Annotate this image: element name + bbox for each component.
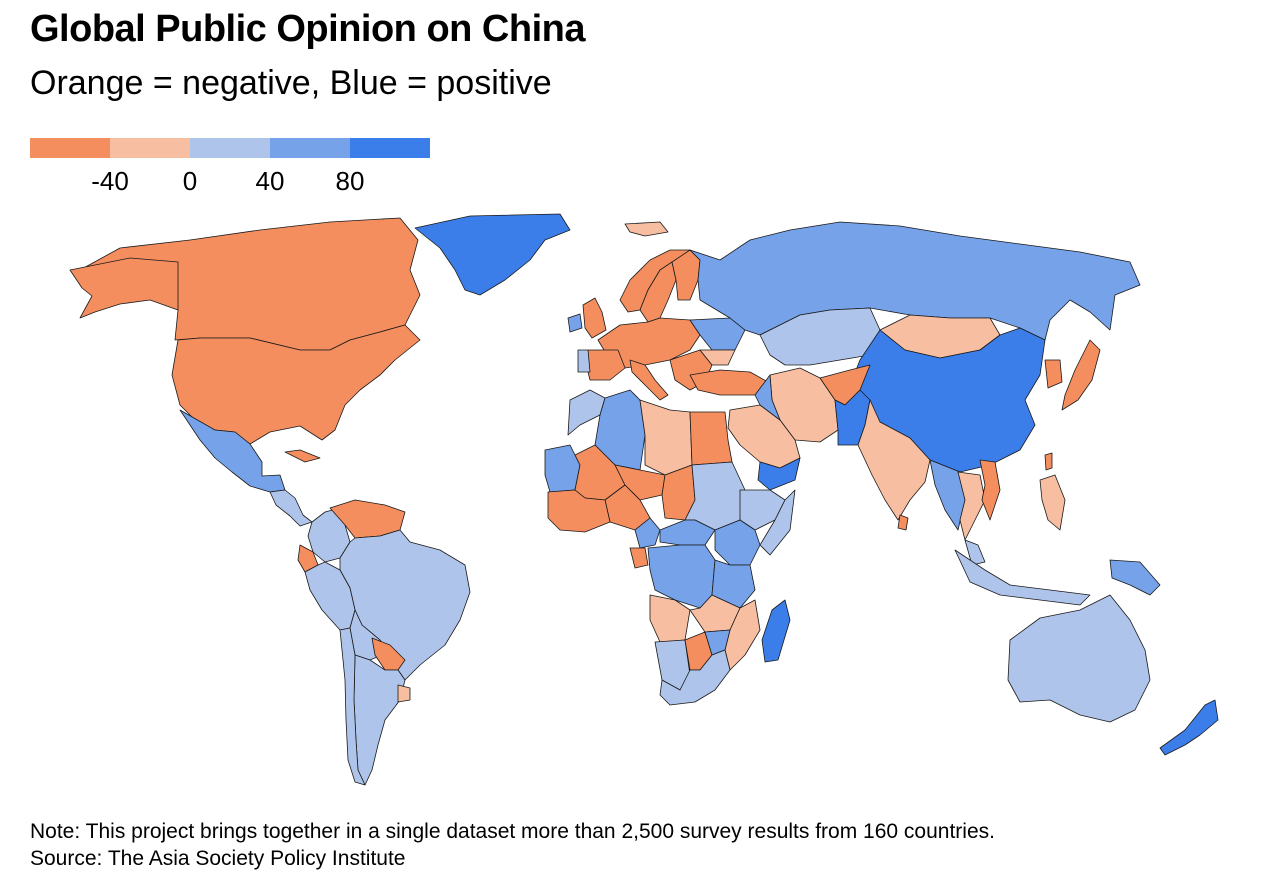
country-cameroon	[634, 517, 661, 549]
country-india	[857, 399, 931, 521]
country-egypt	[689, 411, 733, 466]
legend-tick-label: 40	[255, 166, 285, 196]
country-sri-lanka	[897, 514, 909, 531]
footer-source: Source: The Asia Society Policy Institut…	[30, 847, 406, 870]
page-subtitle: Orange = negative, Blue = positive	[30, 64, 552, 102]
country-madagascar	[761, 599, 791, 663]
world-map	[0, 200, 1274, 800]
country-libya	[639, 399, 693, 476]
country-argentina	[353, 654, 406, 786]
country-kenya	[714, 519, 761, 566]
legend-tick-label: 80	[335, 166, 365, 196]
country-west-africa	[547, 489, 611, 533]
country-chile	[339, 627, 366, 786]
legend-tick-label: -40	[91, 166, 129, 196]
country-mauritania	[544, 444, 581, 493]
country-iceland	[624, 221, 669, 237]
world-map-svg	[0, 200, 1274, 800]
country-malaysia	[964, 539, 986, 566]
country-yemen	[757, 457, 801, 491]
country-philippines	[1039, 474, 1066, 531]
footer-notes: Note: This project brings together in a …	[30, 818, 995, 872]
page-title: Global Public Opinion on China	[30, 8, 585, 50]
country-romania	[699, 349, 736, 366]
country-australia	[1007, 594, 1151, 723]
legend-swatch-slight-positive	[190, 138, 270, 158]
country-central-african-rep	[659, 519, 716, 546]
footer-note: Note: This project brings together in a …	[30, 820, 995, 843]
country-spain	[587, 349, 626, 381]
legend-swatch-positive	[270, 138, 350, 158]
legend-bar	[30, 138, 430, 158]
country-central-america	[269, 489, 313, 527]
country-alaska	[69, 257, 179, 319]
country-portugal	[577, 349, 591, 373]
country-vietnam	[979, 459, 1001, 521]
country-greenland	[414, 213, 571, 296]
country-italy	[629, 359, 669, 401]
country-thailand	[957, 471, 986, 541]
country-taiwan	[1044, 452, 1053, 471]
country-korea	[1044, 359, 1063, 389]
country-turkey	[689, 369, 769, 396]
legend-tick-label: 0	[182, 166, 198, 196]
country-indonesia	[954, 549, 1091, 606]
country-ireland	[567, 313, 583, 333]
country-south-africa	[659, 649, 731, 706]
legend-ticks: -40 0 40 80	[30, 166, 430, 196]
country-gabon	[629, 547, 649, 569]
country-somalia	[759, 489, 796, 556]
country-uruguay	[397, 684, 411, 703]
country-russia	[689, 221, 1141, 341]
legend-swatch-negative	[110, 138, 190, 158]
color-legend: -40 0 40 80	[30, 138, 430, 198]
country-cuba	[284, 449, 321, 463]
country-japan	[1061, 339, 1101, 411]
country-iraq	[754, 374, 781, 421]
country-united-kingdom	[582, 297, 607, 339]
country-papua-new-guinea	[1109, 559, 1161, 596]
country-new-zealand	[1159, 699, 1219, 756]
legend-swatch-strong-negative	[30, 138, 110, 158]
legend-swatch-strong-positive	[350, 138, 430, 158]
